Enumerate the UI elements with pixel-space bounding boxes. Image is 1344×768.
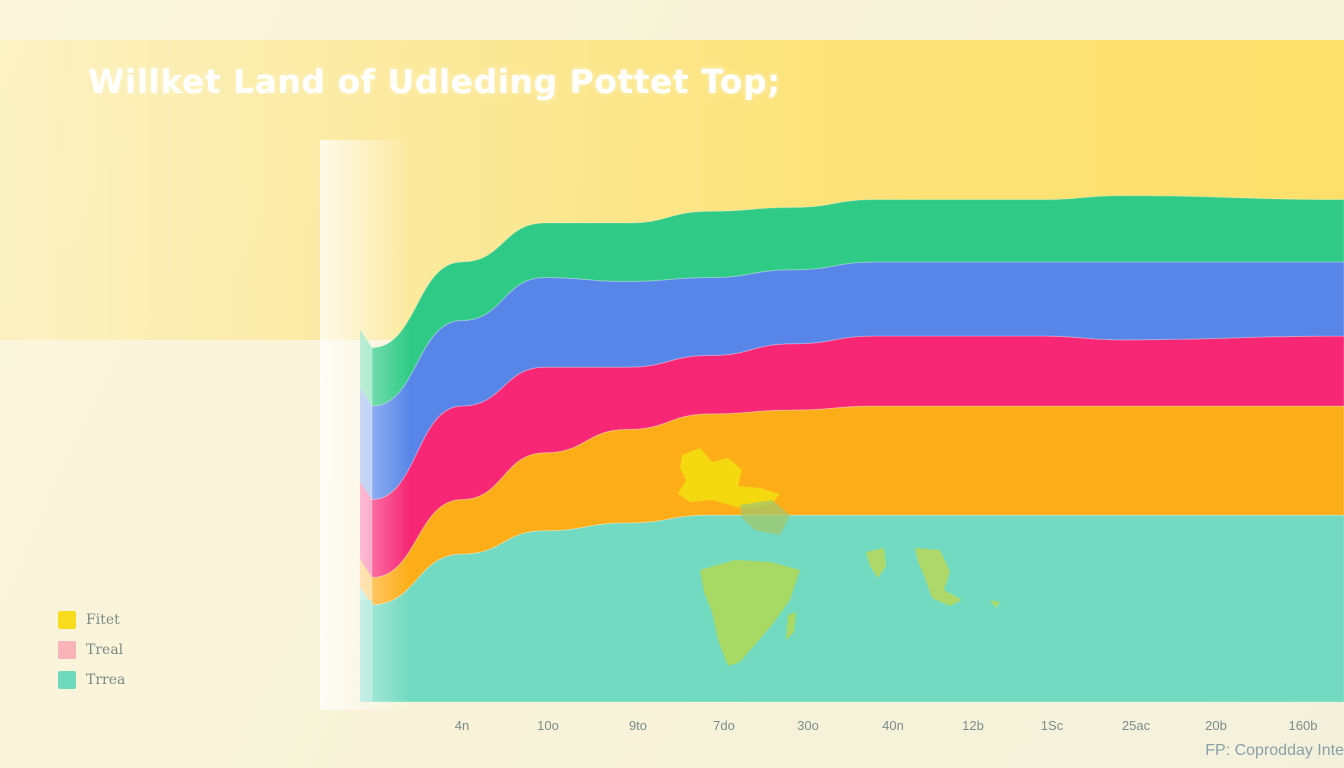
map-southeast-asia	[915, 548, 962, 606]
legend-swatch	[58, 611, 76, 629]
legend-swatch	[58, 671, 76, 689]
map-islands	[990, 600, 1000, 608]
world-map-overlay	[678, 448, 1000, 666]
legend-swatch	[58, 641, 76, 659]
legend-item-treal: Treal	[58, 635, 125, 665]
chart-areas	[371, 195, 1344, 703]
map-madagascar	[786, 612, 796, 640]
footnote: FP: Coprodday Inte	[1205, 742, 1344, 759]
map-middle-east	[740, 500, 790, 535]
x-tick-label: 10o	[537, 718, 559, 733]
x-axis-ticks: 4n 10o 9to 7do 30o 40n 12b 1Sc 25ac 20b 160b	[455, 718, 1318, 733]
map-india	[866, 548, 886, 578]
legend-label: Trrea	[86, 672, 126, 688]
area-series-0	[371, 514, 1344, 703]
area-series-4	[371, 195, 1344, 407]
area-series-2	[371, 335, 1344, 578]
x-tick-label: 1Sc	[1041, 718, 1064, 733]
map-africa	[700, 560, 800, 666]
legend-item-fitet: Fitet	[58, 605, 125, 635]
legend-label: Treal	[86, 642, 124, 658]
x-tick-label: 9to	[629, 718, 647, 733]
chart-title: Willket Land of Udleding Pottet Top;	[88, 62, 781, 101]
x-tick-label: 25ac	[1122, 718, 1151, 733]
x-tick-label: 12b	[962, 718, 984, 733]
legend-item-trrea: Trrea	[58, 665, 125, 695]
x-tick-label: 7do	[713, 718, 735, 733]
x-tick-label: 30o	[797, 718, 819, 733]
x-tick-label: 40n	[882, 718, 904, 733]
legend-label: Fitet	[86, 612, 120, 628]
legend: Fitet Treal Trrea	[58, 605, 125, 695]
map-europe	[678, 448, 780, 508]
x-tick-label: 4n	[455, 718, 469, 733]
x-tick-label: 160b	[1289, 718, 1318, 733]
x-tick-label: 20b	[1205, 718, 1227, 733]
chart-left-fade	[320, 140, 410, 710]
